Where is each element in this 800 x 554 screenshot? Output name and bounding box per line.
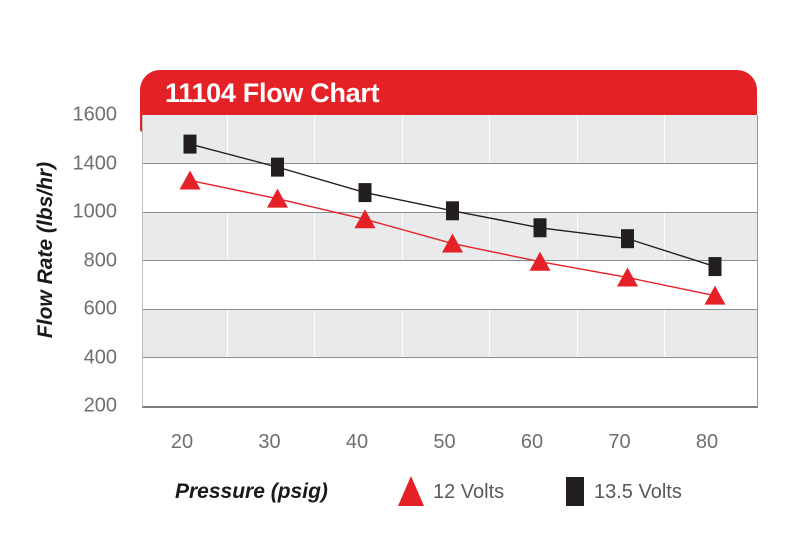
chart-title: 11104 Flow Chart xyxy=(165,78,380,108)
square-marker xyxy=(358,183,372,203)
square-marker xyxy=(183,134,197,154)
horizontal-gridline xyxy=(143,163,757,164)
y-tick-label: 1400 xyxy=(72,152,118,174)
legend-triangle-marker xyxy=(398,476,424,506)
y-tick-label: 200 xyxy=(83,394,117,417)
y-tick-label: 600 xyxy=(83,297,117,320)
y-tick-label: 1000 xyxy=(72,200,118,223)
square-marker xyxy=(533,218,547,238)
legend-square-marker xyxy=(566,477,584,506)
x-tick-label: 40 xyxy=(345,431,369,453)
x-tick-label: 50 xyxy=(433,431,456,453)
series-plot-svg xyxy=(179,134,726,305)
triangle-marker xyxy=(267,188,288,208)
y-tick-label: 400 xyxy=(83,346,117,368)
plot-band xyxy=(143,357,757,406)
plot-band xyxy=(143,115,757,164)
square-marker xyxy=(271,157,284,177)
y-tick-label: 800 xyxy=(83,249,117,271)
triangle-marker xyxy=(179,170,201,190)
plot-band xyxy=(143,260,757,309)
y-tick-label: 1600 xyxy=(72,103,118,126)
plot-band xyxy=(143,309,757,358)
triangle-marker xyxy=(704,285,726,305)
legend-label-13-5-volts: 13.5 Volts xyxy=(594,481,682,503)
x-tick-label: 70 xyxy=(608,431,631,453)
x-tick-label: 60 xyxy=(520,431,544,453)
x-axis-title: Pressure (psig) xyxy=(175,480,328,503)
triangle-marker xyxy=(617,267,638,287)
triangle-marker xyxy=(442,233,463,253)
square-marker xyxy=(446,201,459,221)
x-tick-label: 80 xyxy=(695,431,719,453)
triangle-marker xyxy=(354,209,376,229)
horizontal-gridline xyxy=(143,308,757,310)
chart-title-banner: 11104 Flow Chart xyxy=(140,70,757,115)
horizontal-gridline xyxy=(143,357,757,358)
plot-area xyxy=(142,115,758,408)
horizontal-gridline xyxy=(143,260,757,261)
triangle-marker xyxy=(529,251,551,271)
square-marker xyxy=(708,257,722,277)
x-tick-label: 30 xyxy=(258,431,281,453)
x-tick-label: 20 xyxy=(170,431,194,453)
square-marker xyxy=(621,229,634,249)
legend-label-12-volts: 12 Volts xyxy=(433,481,505,503)
